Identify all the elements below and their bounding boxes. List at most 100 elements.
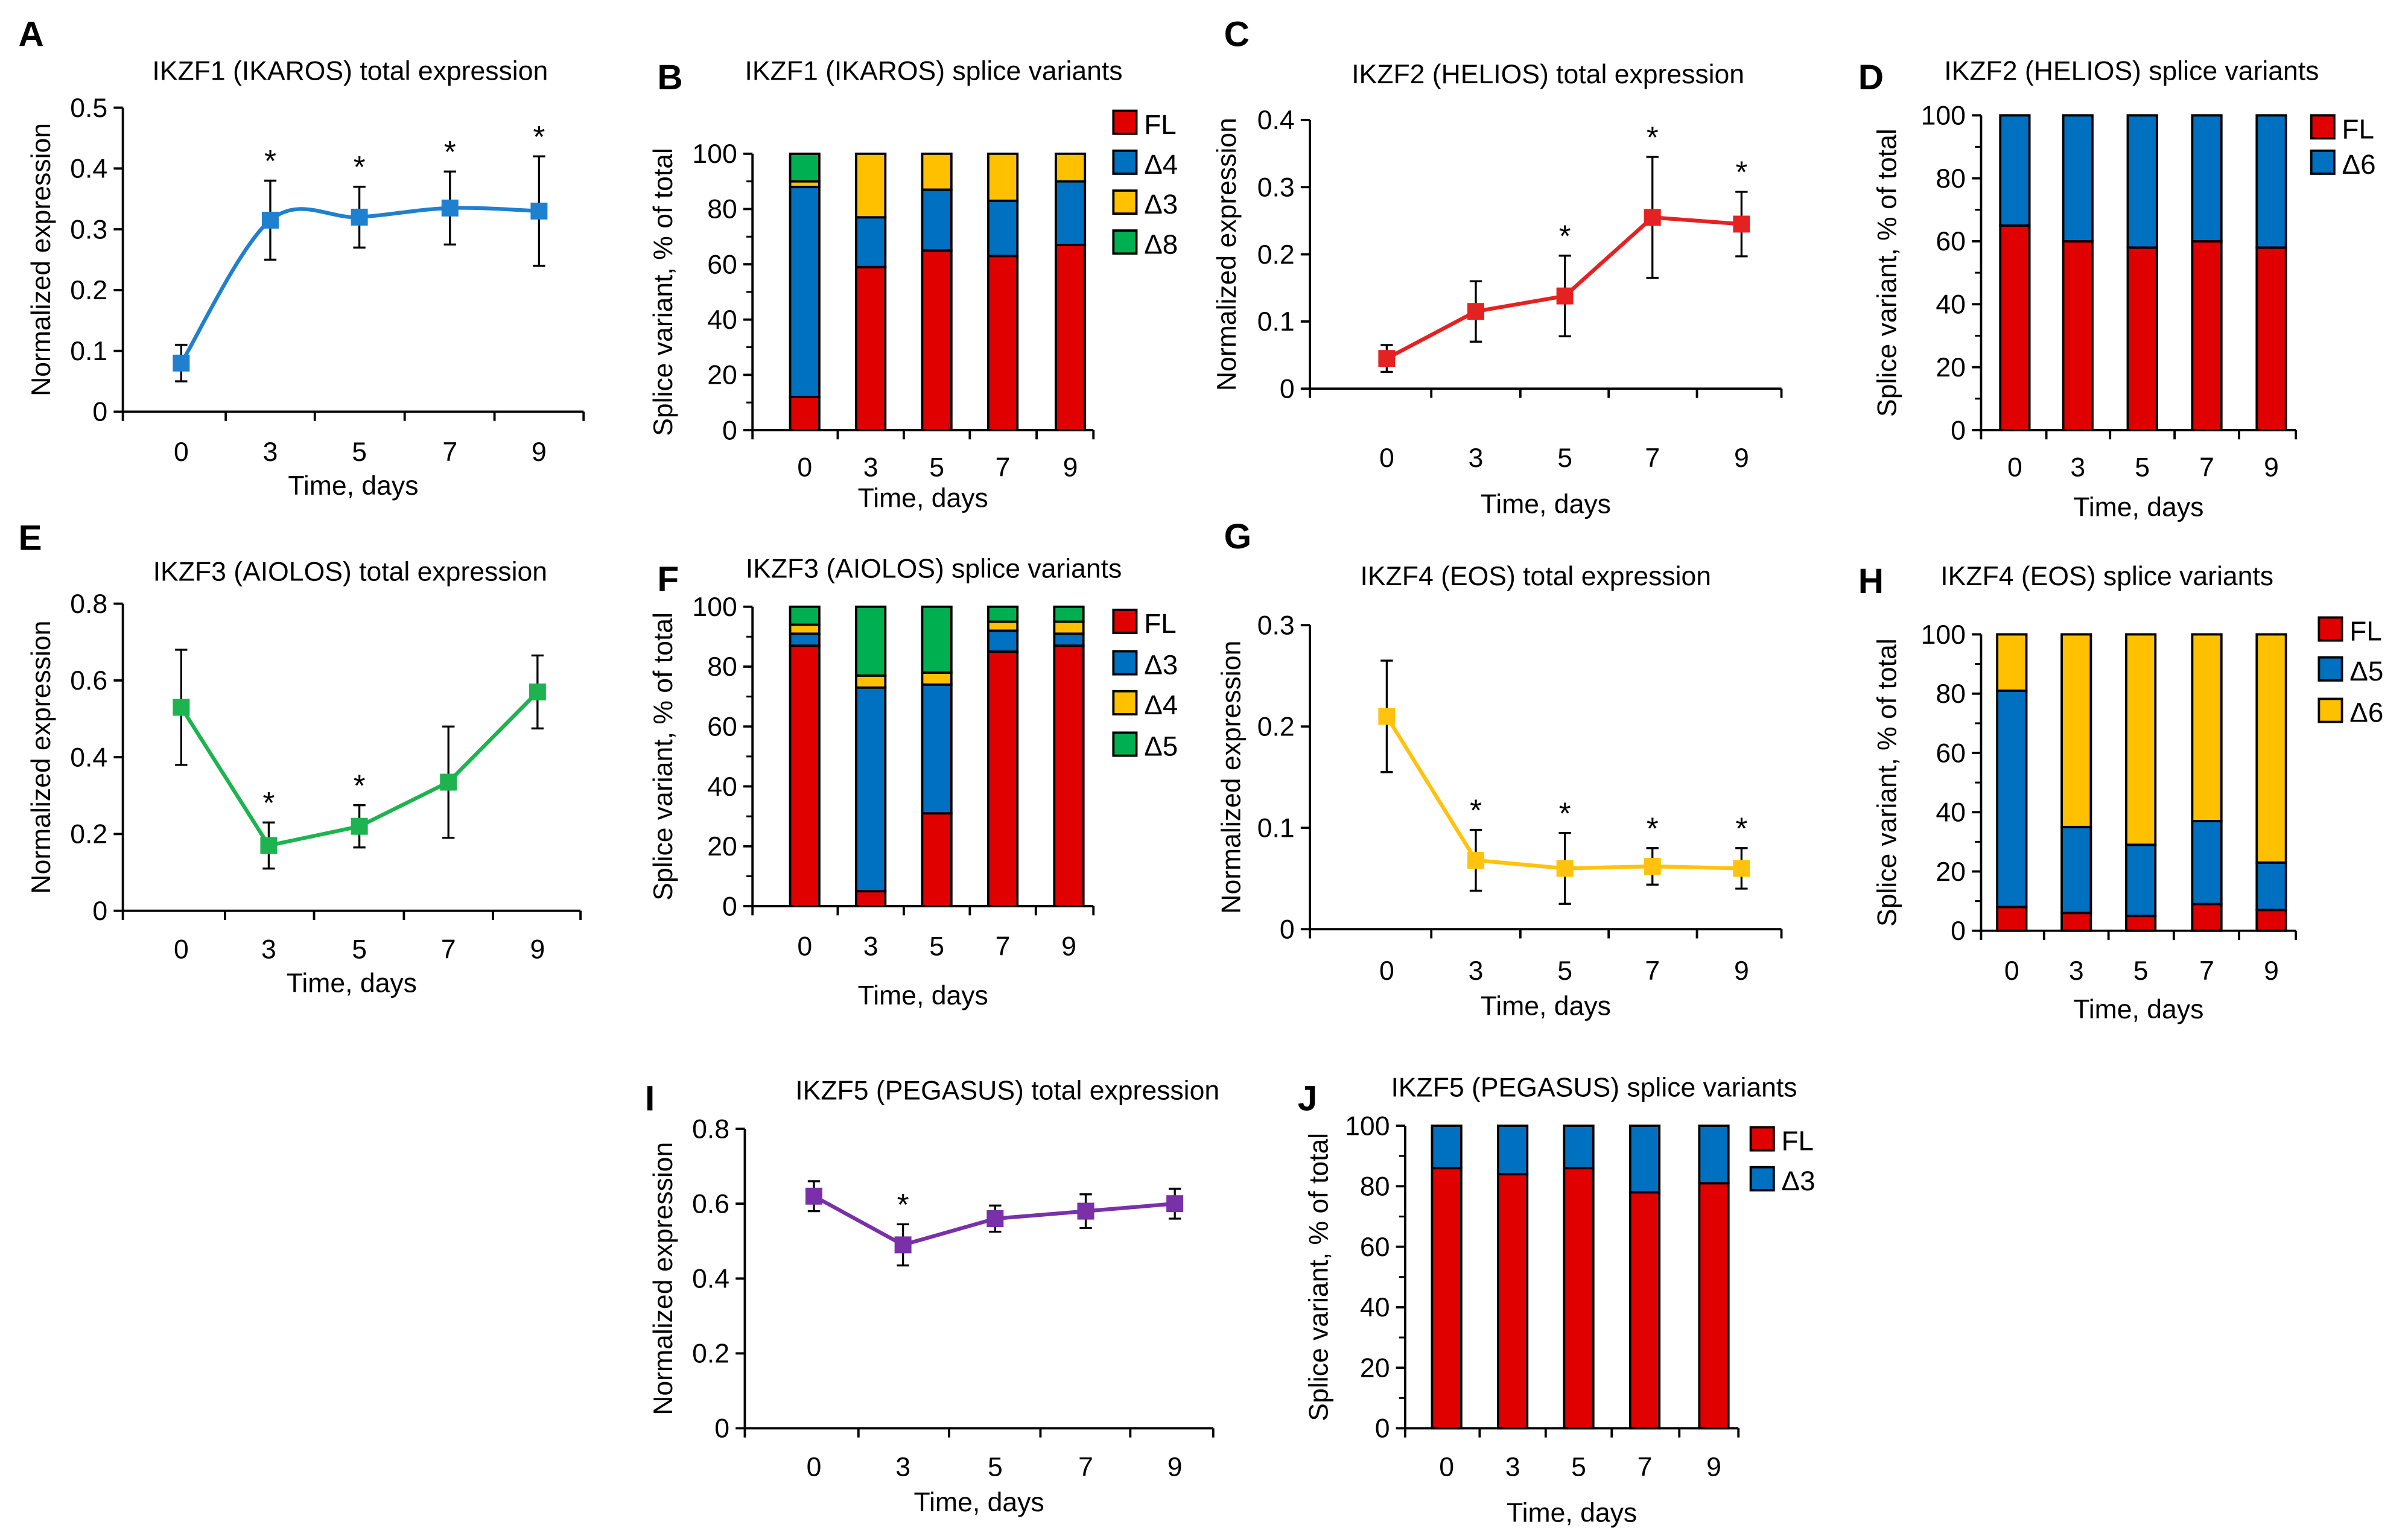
bar-segment-FL: [921, 812, 953, 907]
bar-segment-Δ6: [1996, 633, 2028, 692]
bar-segment-Δ5: [2060, 825, 2092, 915]
bar-segment-Δ4: [855, 216, 887, 268]
bar-segment-FL: [1431, 1167, 1463, 1430]
legend-swatch: [2317, 616, 2343, 642]
panel-letter: H: [1858, 562, 1884, 601]
legend-label: FL: [1144, 608, 1176, 639]
y-axis-label: Normalized expression: [27, 123, 56, 396]
data-point: [894, 1236, 912, 1254]
chart-title: IKZF2 (HELIOS) total expression: [1352, 60, 1744, 89]
x-axis-label: Time, days: [914, 1488, 1044, 1517]
bar-segment-Δ5: [986, 605, 1019, 623]
x-tick-label: 5: [929, 452, 944, 482]
y-tick-label: 0: [1951, 916, 1966, 946]
chart-title: IKZF4 (EOS) splice variants: [1940, 562, 2273, 591]
panel-letter: E: [19, 519, 42, 558]
legend-label: FL: [2349, 616, 2381, 647]
x-tick-label: 3: [895, 1452, 910, 1482]
y-tick-label: 0.4: [70, 154, 107, 184]
y-axis-label: Splice variant, % of total: [1872, 638, 1902, 927]
y-tick-label: 0.2: [1257, 712, 1295, 742]
y-tick-label: 0.8: [70, 589, 107, 619]
bar-segment-Δ3: [921, 683, 953, 815]
x-tick-label: 9: [1063, 452, 1078, 482]
data-point: [1733, 215, 1750, 233]
y-tick-label: 60: [1360, 1233, 1390, 1262]
y-tick-label: 80: [707, 652, 737, 682]
x-tick-label: 5: [352, 437, 367, 467]
y-tick-label: 0.3: [1257, 173, 1295, 202]
bar-segment-Δ3: [921, 152, 953, 191]
y-tick-label: 40: [707, 772, 737, 802]
panel-letter: G: [1224, 517, 1252, 556]
y-tick-label: 60: [707, 250, 737, 279]
data-point: [260, 837, 278, 854]
x-tick-label: 7: [2199, 956, 2214, 986]
x-tick-label: 9: [1734, 443, 1749, 473]
bar-segment-Δ4: [921, 671, 953, 686]
data-point: [1467, 851, 1485, 869]
x-axis-label: Time, days: [287, 969, 417, 998]
bar-segment-FL: [789, 396, 821, 431]
y-axis-label: Splice variant, % of total: [1304, 1133, 1334, 1421]
x-tick-label: 0: [174, 935, 189, 965]
bar-segment-Δ3: [1054, 152, 1087, 183]
y-tick-label: 0: [1951, 416, 1966, 445]
panel-g: G IKZF4 (EOS) total expression 0 0.1 0.2 0.3 0…: [1217, 517, 1783, 1021]
x-tick-label: 0: [807, 1452, 822, 1482]
legend-swatch: [2310, 149, 2336, 175]
x-axis-label: Time, days: [1481, 489, 1611, 519]
x-tick-label: 3: [263, 437, 278, 467]
panel-letter: I: [645, 1079, 655, 1119]
x-tick-label: 3: [1505, 1452, 1520, 1482]
chart-title: IKZF5 (PEGASUS) splice variants: [1391, 1073, 1797, 1103]
bar-segment-Δ5: [2255, 861, 2287, 912]
legend-swatch: [1749, 1166, 1775, 1192]
significance-star: *: [264, 144, 276, 178]
y-tick-label: 0: [1280, 915, 1295, 944]
y-axis-label: Normalized expression: [1217, 641, 1247, 914]
x-axis-label: Time, days: [858, 981, 988, 1011]
x-tick-label: 5: [988, 1452, 1003, 1482]
bar-segment-Δ6: [2126, 114, 2158, 249]
x-tick-label: 0: [797, 452, 812, 482]
bar-segment-Δ3: [986, 152, 1019, 202]
bar-segment-FL: [2060, 912, 2092, 932]
x-tick-label: 9: [1734, 956, 1749, 986]
x-tick-label: 0: [1439, 1452, 1454, 1482]
x-tick-label: 5: [1571, 1452, 1586, 1482]
y-tick-label: 0.1: [70, 337, 107, 366]
x-tick-label: 5: [1557, 443, 1572, 473]
panel-a: A IKZF1 (IKAROS) total expression 0 0.1 0.2 0…: [19, 15, 585, 501]
x-tick-label: 9: [1706, 1452, 1721, 1482]
panel-letter: A: [19, 15, 44, 54]
significance-star: *: [1470, 793, 1482, 827]
chart-title: IKZF4 (EOS) total expression: [1360, 562, 1711, 591]
y-tick-label: 20: [1936, 857, 1966, 887]
legend-swatch: [2317, 697, 2343, 723]
legend-swatch: [1112, 608, 1138, 634]
x-tick-label: 9: [2264, 956, 2279, 986]
legend-swatch: [1112, 690, 1138, 716]
x-tick-label: 3: [1469, 443, 1484, 473]
bar-segment-Δ4: [855, 674, 887, 689]
bar-segment-Δ6: [2125, 633, 2157, 846]
bar-segment-Δ5: [2125, 843, 2157, 918]
bar-segment-FL: [2191, 240, 2223, 431]
y-tick-label: 0.2: [1257, 240, 1295, 270]
x-axis-label: Time, days: [2073, 995, 2203, 1024]
bar-segment-Δ6: [2060, 633, 2092, 828]
y-tick-label: 0.8: [692, 1114, 729, 1144]
data-point: [1378, 350, 1396, 367]
y-tick-label: 0.2: [692, 1339, 729, 1369]
y-tick-label: 0.3: [70, 215, 107, 244]
bar-segment-FL: [2062, 240, 2094, 431]
x-tick-label: 9: [532, 437, 547, 467]
x-tick-label: 0: [797, 931, 812, 961]
bar-segment-FL: [1996, 906, 2028, 932]
legend-label: FL: [2342, 113, 2374, 144]
y-tick-label: 0: [92, 398, 107, 427]
data-point: [986, 1210, 1004, 1227]
y-tick-label: 40: [1936, 798, 1966, 828]
y-tick-label: 0.6: [70, 666, 107, 696]
